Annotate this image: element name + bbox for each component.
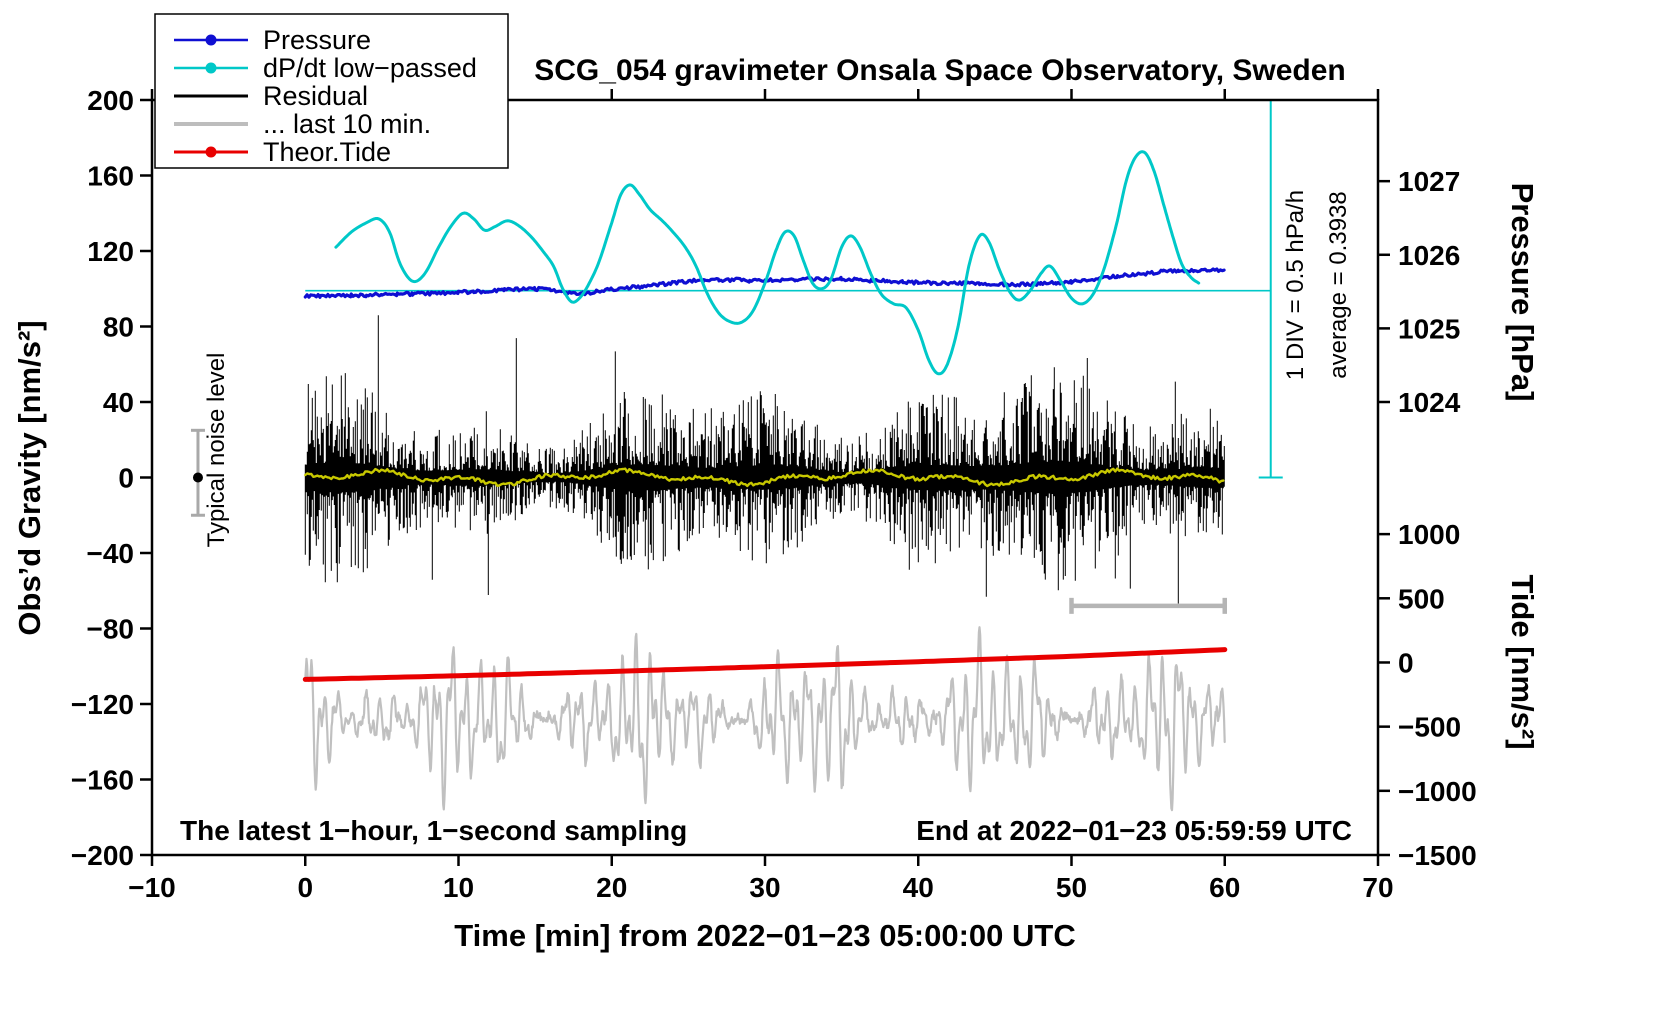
tide-axis-title: Tide [nm/s²] (1505, 574, 1540, 749)
x-tick-label: 40 (903, 872, 934, 903)
tide-tick-label: −1500 (1398, 840, 1477, 871)
chart-title: SCG_054 gravimeter Onsala Space Observat… (534, 54, 1346, 87)
series-last-10-min (304, 626, 1226, 812)
y-left-tick-label: 200 (87, 85, 134, 116)
pressure-tick-label: 1025 (1398, 313, 1460, 344)
x-tick-label: 70 (1362, 872, 1393, 903)
legend-item-label-4: Theor.Tide (263, 137, 391, 167)
y-left-tick-label: −120 (71, 689, 134, 720)
pressure-tick-label: 1027 (1398, 166, 1460, 197)
tide-tick-label: −1000 (1398, 776, 1477, 807)
x-axis-title: Time [min] from 2022−01−23 05:00:00 UTC (454, 918, 1075, 953)
y-left-tick-label: 120 (87, 236, 134, 267)
pressure-axis-title: Pressure [hPa] (1505, 183, 1540, 402)
x-tick-label: −10 (128, 872, 176, 903)
pressure-tick-label: 1026 (1398, 240, 1460, 271)
y-left-tick-label: 0 (118, 463, 134, 494)
chart-layers: −10 0 10 20 30 40 50 60 70 −200 −160 −120 −80 −40 0 40 8… (71, 13, 1477, 903)
x-tick-label: 0 (297, 872, 313, 903)
noise-level-label: Typical noise level (203, 353, 230, 548)
legend-item-label-3: ... last 10 min. (263, 109, 431, 139)
tide-tick-label: 500 (1398, 583, 1445, 614)
average-value-label: average = 0.3938 (1325, 191, 1352, 379)
legend-dot-0 (205, 34, 217, 46)
x-tick-label: 20 (596, 872, 627, 903)
tide-tick-label: 0 (1398, 647, 1414, 678)
series-theor-tide (302, 647, 1228, 682)
tide-tick-label: 1000 (1398, 519, 1460, 550)
y-left-tick-label: 160 (87, 161, 134, 192)
series-dpdt-lowpassed (334, 150, 1201, 376)
series-residual (304, 315, 1225, 604)
legend-item-label-2: Residual (263, 81, 368, 111)
series-residual-lowpass (304, 467, 1225, 488)
y-left-tick-label: −80 (87, 614, 135, 645)
x-tick-label: 50 (1056, 872, 1087, 903)
sampling-note: The latest 1−hour, 1−second sampling (180, 815, 687, 846)
y-left-tick-label: −160 (71, 765, 134, 796)
x-tick-label: 60 (1209, 872, 1240, 903)
y-left-tick-label: 40 (103, 387, 134, 418)
legend-item-label-0: Pressure (263, 25, 371, 55)
y-left-axis-title: Obs’d Gravity [nm/s²] (12, 320, 47, 635)
y-left-tick-label: 80 (103, 312, 134, 343)
end-time-note: End at 2022−01−23 05:59:59 UTC (916, 815, 1352, 846)
legend-dot-4 (205, 146, 217, 158)
noise-level-dot (192, 472, 203, 483)
x-tick-label: 10 (443, 872, 474, 903)
legend-item-label-1: dP/dt low−passed (263, 53, 477, 83)
div-scale-label: 1 DIV = 0.5 hPa/h (1282, 190, 1309, 380)
y-left-tick-label: −40 (87, 538, 135, 569)
pressure-tick-label: 1024 (1398, 387, 1461, 418)
tide-tick-label: −500 (1398, 712, 1461, 743)
y-left-tick-label: −200 (71, 840, 134, 871)
legend-dot-1 (205, 62, 217, 74)
x-tick-label: 30 (749, 872, 780, 903)
